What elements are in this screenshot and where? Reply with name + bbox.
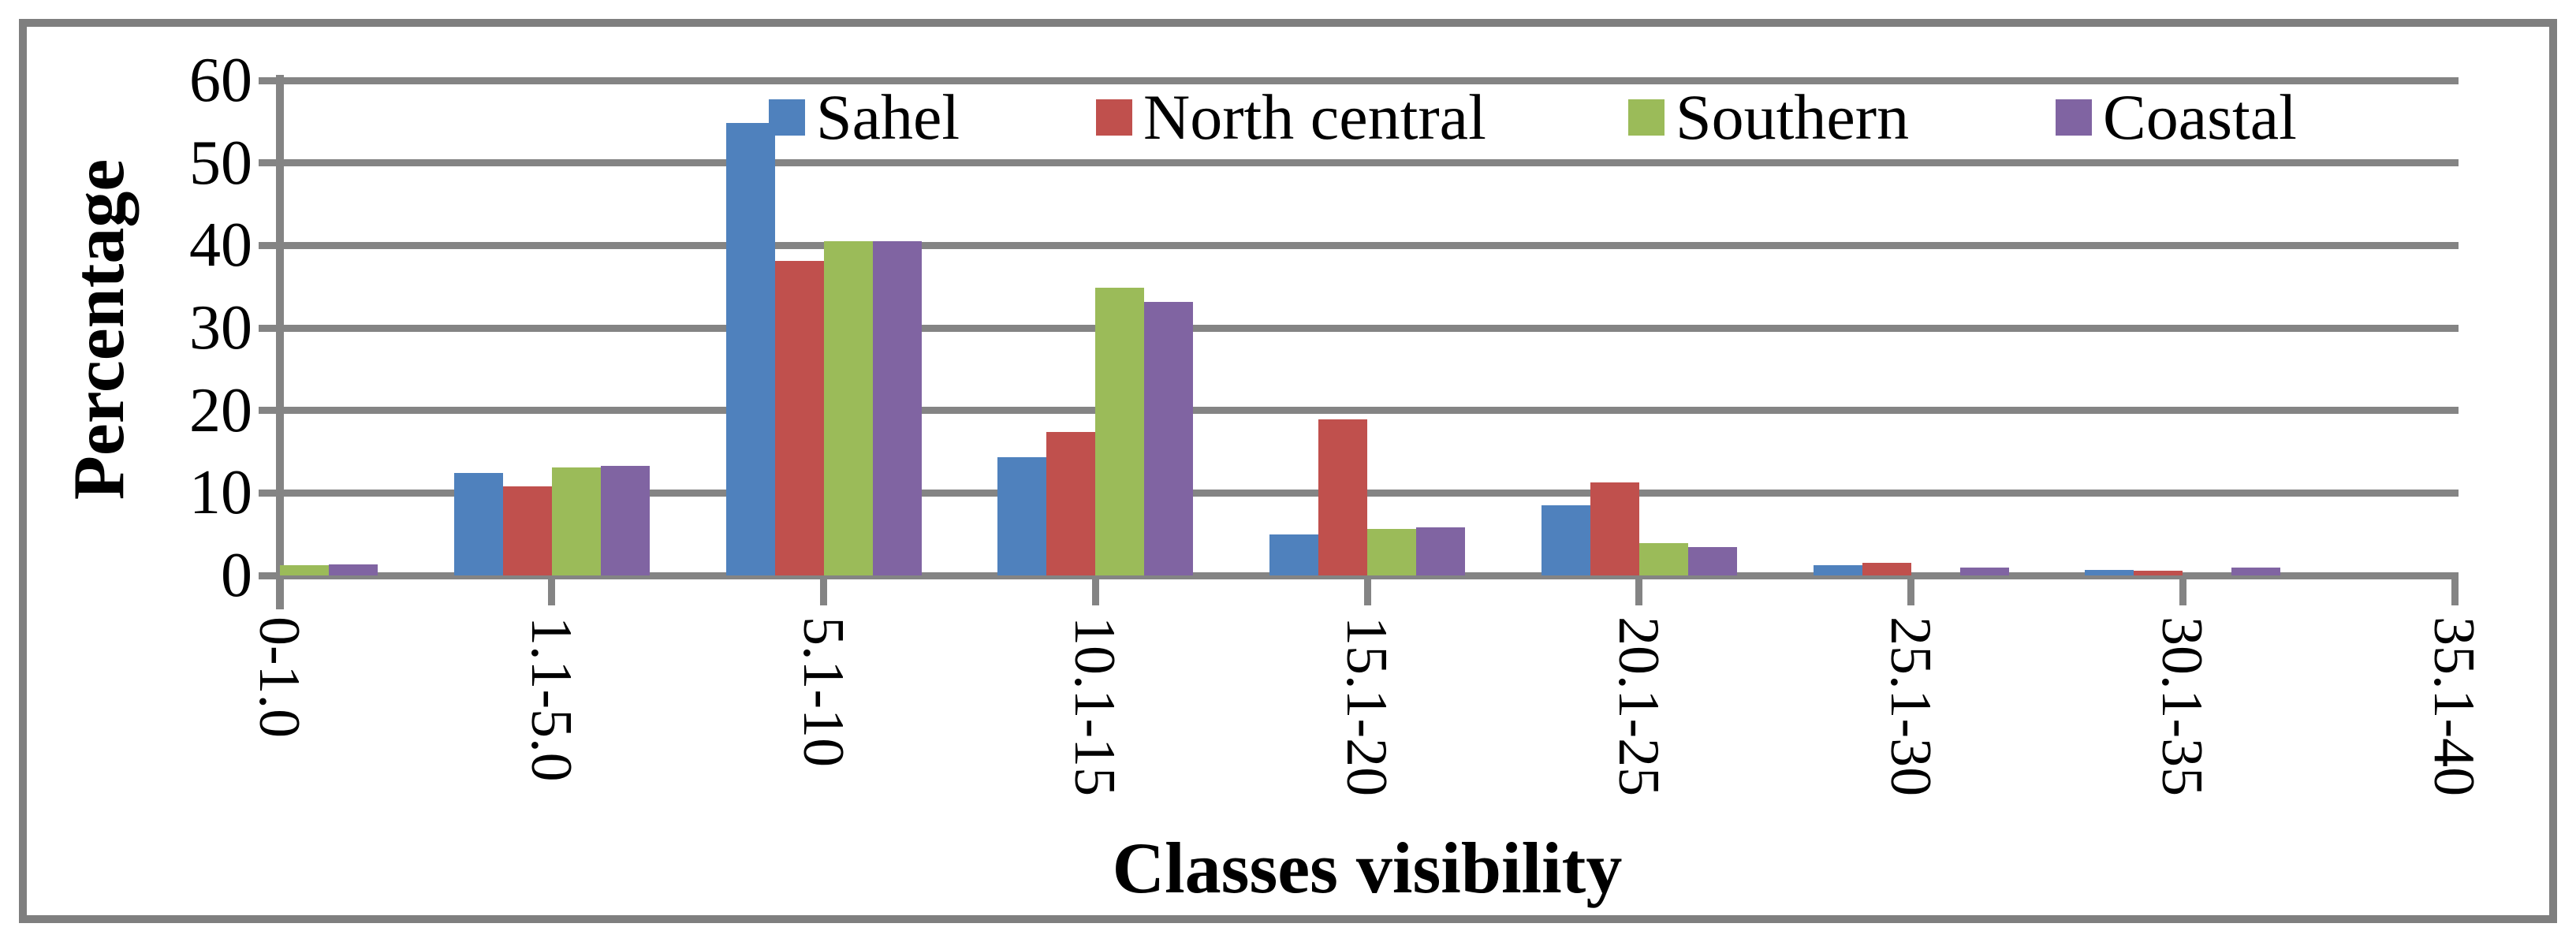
x-tick-label: 25.1-30 — [1877, 616, 1943, 797]
y-axis-tick-mark — [259, 489, 280, 497]
x-axis-title: Classes visibility — [1112, 828, 1623, 908]
legend-item: Sahel — [769, 82, 960, 153]
bar — [2134, 570, 2183, 575]
legend-label: North central — [1143, 81, 1486, 153]
legend: Sahel North central Southern Coastal — [0, 82, 2576, 153]
y-axis-line — [276, 75, 284, 609]
legend-swatch-icon — [2056, 99, 2092, 136]
bar — [2231, 567, 2281, 575]
x-axis-tick-mark — [1091, 575, 1099, 605]
y-tick-label: 40 — [189, 210, 252, 281]
bar — [551, 467, 601, 575]
bar — [774, 261, 824, 575]
y-axis-tick-mark — [259, 324, 280, 332]
y-tick-label: 0 — [221, 541, 252, 610]
bar — [1367, 529, 1416, 575]
x-tick-label: 30.1-35 — [2149, 616, 2215, 797]
y-tick-label: 50 — [189, 128, 252, 198]
x-axis-tick-mark — [820, 575, 827, 605]
legend-item: Southern — [1628, 82, 1909, 153]
bar — [1862, 563, 1911, 575]
bar — [502, 486, 552, 575]
x-tick-label: 15.1-20 — [1334, 616, 1399, 797]
y-axis-tick-mark — [259, 159, 280, 167]
gridline — [280, 324, 2459, 332]
gridline — [280, 241, 2459, 249]
bar — [1318, 419, 1367, 575]
bar — [1959, 567, 2009, 575]
bar — [1095, 287, 1145, 575]
bar — [1541, 505, 1590, 575]
x-axis-tick-mark — [276, 575, 284, 605]
bar — [997, 457, 1047, 575]
x-axis-tick-mark — [1907, 575, 1914, 605]
x-tick-label: 20.1-25 — [1605, 616, 1671, 797]
bar — [1687, 547, 1737, 575]
y-axis-tick-mark — [259, 407, 280, 415]
legend-swatch-icon — [769, 99, 805, 136]
x-tick-label: 0-1.0 — [247, 616, 311, 739]
legend-swatch-icon — [1096, 99, 1132, 136]
y-axis-tick-mark — [259, 76, 280, 84]
bar — [1813, 565, 1862, 575]
bar — [280, 565, 329, 575]
bar — [1144, 301, 1194, 575]
legend-item: Coastal — [2056, 82, 2297, 153]
bar — [823, 241, 873, 575]
bar — [1638, 543, 1688, 575]
y-tick-label: 30 — [189, 293, 252, 363]
x-tick-label: 1.1-5.0 — [518, 616, 583, 782]
x-tick-label: 10.1-15 — [1062, 616, 1128, 797]
bar — [725, 123, 775, 575]
gridline — [280, 407, 2459, 415]
y-axis-tick-mark — [259, 241, 280, 249]
bar — [1590, 482, 1639, 575]
y-tick-label: 20 — [189, 375, 252, 445]
legend-label: Coastal — [2103, 81, 2297, 153]
x-tick-label: 5.1-10 — [790, 616, 856, 768]
bar — [1046, 431, 1096, 575]
y-tick-label: 10 — [189, 458, 252, 528]
legend-item: North central — [1096, 82, 1486, 153]
x-axis-tick-mark — [2451, 575, 2459, 605]
y-axis-tick-mark — [259, 572, 280, 579]
gridline — [280, 489, 2459, 497]
y-tick-label: 60 — [189, 46, 252, 115]
bar — [2085, 569, 2134, 575]
x-axis-tick-mark — [548, 575, 556, 605]
bar — [1416, 527, 1465, 575]
gridline — [280, 76, 2459, 84]
gridline — [280, 159, 2459, 167]
chart-border-frame — [19, 19, 2557, 923]
bar — [1269, 534, 1318, 575]
legend-label: Southern — [1676, 81, 1910, 153]
x-axis-tick-mark — [2179, 575, 2186, 605]
x-tick-label: 35.1-40 — [2421, 616, 2486, 797]
x-axis-tick-mark — [1363, 575, 1371, 605]
legend-label: Sahel — [816, 81, 960, 153]
bar — [453, 473, 503, 575]
bar — [600, 465, 650, 575]
bar — [329, 564, 378, 575]
bar — [872, 241, 922, 575]
legend-swatch-icon — [1628, 99, 1665, 136]
x-axis-tick-mark — [1635, 575, 1643, 605]
